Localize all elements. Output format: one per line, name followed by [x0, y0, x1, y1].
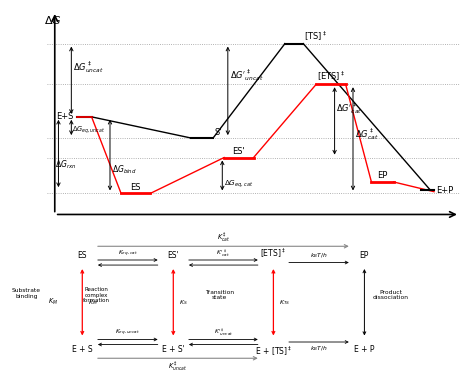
Text: $K^\ddagger_{uncat}$: $K^\ddagger_{uncat}$	[168, 360, 187, 371]
Text: E+P: E+P	[436, 186, 453, 194]
Text: ES': ES'	[232, 147, 245, 156]
Text: $K'^{\,\ddagger}_{cat}$: $K'^{\,\ddagger}_{cat}$	[216, 247, 230, 259]
Text: $\Delta G_{bind}$: $\Delta G_{bind}$	[112, 163, 137, 176]
Text: ES: ES	[130, 183, 141, 192]
Text: $k_BT/h$: $k_BT/h$	[310, 344, 328, 353]
Text: [TS]$^\ddagger$: [TS]$^\ddagger$	[304, 30, 328, 43]
Text: Reaction
complex
formation: Reaction complex formation	[83, 287, 110, 303]
Text: E + S: E + S	[72, 345, 92, 354]
Text: $\Delta G$: $\Delta G$	[44, 14, 62, 26]
Text: [ETS]$^\ddagger$: [ETS]$^\ddagger$	[317, 69, 345, 83]
Text: EP: EP	[360, 251, 369, 260]
Text: Product
dissociation: Product dissociation	[373, 290, 409, 301]
Text: $\Delta G_{rxn}$: $\Delta G_{rxn}$	[55, 158, 76, 171]
Text: $K_{eq,uncat}$: $K_{eq,uncat}$	[115, 328, 140, 338]
Text: $K_S$: $K_S$	[179, 298, 188, 307]
Text: $K_{eq,cat}$: $K_{eq,cat}$	[118, 248, 138, 259]
Text: $K'^\ddagger_{uncat}$: $K'^\ddagger_{uncat}$	[213, 326, 233, 338]
Text: E+S: E+S	[56, 112, 73, 121]
Text: Substrate
binding: Substrate binding	[12, 288, 41, 299]
Text: EP: EP	[377, 171, 388, 180]
Text: $\Delta G'^{\,\ddagger}_{cat}$: $\Delta G'^{\,\ddagger}_{cat}$	[337, 101, 363, 116]
Text: Transition
state: Transition state	[205, 290, 234, 301]
Text: E + [TS]$^\ddagger$: E + [TS]$^\ddagger$	[255, 345, 292, 358]
Text: $\Delta G^\ddagger_{cat}$: $\Delta G^\ddagger_{cat}$	[355, 127, 378, 142]
Text: $\Delta G_{eq,uncat}$: $\Delta G_{eq,uncat}$	[73, 125, 106, 137]
Text: $K^\ddagger_{cat}$: $K^\ddagger_{cat}$	[217, 231, 230, 245]
Text: ES: ES	[78, 251, 87, 260]
Text: [ETS]$^\ddagger$: [ETS]$^\ddagger$	[260, 246, 286, 260]
Text: $\Delta G^\ddagger_{uncat}$: $\Delta G^\ddagger_{uncat}$	[73, 60, 104, 75]
Text: E + P: E + P	[354, 345, 374, 354]
Text: ES': ES'	[167, 251, 179, 260]
Text: $k_BT/h$: $k_BT/h$	[310, 252, 328, 260]
Text: $K_M$: $K_M$	[88, 298, 98, 307]
Text: $K_{TS}$: $K_{TS}$	[279, 298, 290, 307]
Text: $\Delta G'^{\,\ddagger}_{uncat}$: $\Delta G'^{\,\ddagger}_{uncat}$	[230, 67, 263, 83]
Text: E + S': E + S'	[162, 345, 185, 354]
Text: $K_M$: $K_M$	[48, 297, 58, 307]
Text: S': S'	[215, 128, 222, 137]
Text: $\Delta G_{eq,cat}$: $\Delta G_{eq,cat}$	[224, 179, 254, 190]
